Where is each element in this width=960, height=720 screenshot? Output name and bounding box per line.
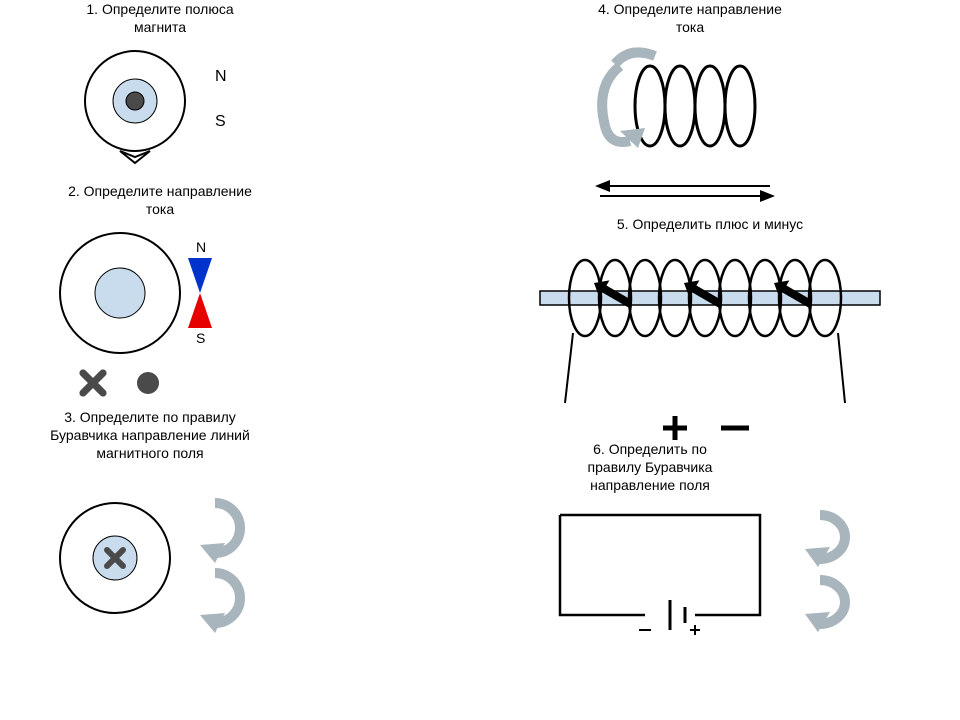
q1-N-label: N bbox=[215, 68, 227, 85]
q2-title-line2: тока bbox=[20, 200, 300, 218]
q6-arrow-1 bbox=[805, 515, 845, 567]
q3-title-line1: 3. Определите по правилу bbox=[0, 408, 300, 426]
q2-dot-symbol bbox=[137, 372, 159, 394]
q1-S-label: S bbox=[215, 113, 226, 130]
q3-diagram bbox=[0, 463, 300, 643]
q2-diagram: N S bbox=[20, 218, 300, 408]
q3-arrow-1 bbox=[200, 503, 240, 563]
q4-diagram bbox=[510, 36, 870, 216]
q1-title-line1: 1. Определите полюса bbox=[20, 0, 300, 18]
q1-title-line2: магнита bbox=[20, 18, 300, 36]
q6-diagram bbox=[520, 495, 920, 675]
q5-panel: 5. Определить плюс и минус bbox=[510, 215, 910, 453]
q3-panel: 3. Определите по правилу Буравчика напра… bbox=[0, 408, 300, 643]
q2-N-label: N bbox=[196, 239, 206, 255]
q3-title: 3. Определите по правилу Буравчика напра… bbox=[0, 408, 300, 463]
q6-title: 6. Определить по правилу Буравчика напра… bbox=[520, 440, 780, 495]
q5-title-line1: 5. Определить плюс и минус bbox=[510, 215, 910, 233]
q6-title-line3: направление поля bbox=[520, 476, 780, 494]
q6-panel: 6. Определить по правилу Буравчика напра… bbox=[520, 440, 920, 675]
q5-title: 5. Определить плюс и минус bbox=[510, 215, 910, 233]
q4-title-line2: тока bbox=[510, 18, 870, 36]
q4-title: 4. Определите направление тока bbox=[510, 0, 870, 36]
q6-title-line1: 6. Определить по bbox=[520, 440, 780, 458]
q6-arrow-2 bbox=[805, 580, 845, 632]
q4-title-line1: 4. Определите направление bbox=[510, 0, 870, 18]
q2-title-line1: 2. Определите направление bbox=[20, 182, 300, 200]
q4-panel: 4. Определите направление тока bbox=[510, 0, 870, 216]
q5-diagram bbox=[510, 233, 910, 453]
q2-panel: 2. Определите направление тока N S bbox=[20, 182, 300, 408]
q3-title-line2: Буравчика направление линий bbox=[0, 426, 300, 444]
q2-needle-S bbox=[188, 293, 212, 328]
q2-needle-N bbox=[188, 258, 212, 293]
q2-title: 2. Определите направление тока bbox=[20, 182, 300, 218]
q1-panel: 1. Определите полюса магнита N S bbox=[20, 0, 300, 176]
q2-x-symbol bbox=[83, 373, 103, 393]
q2-S-label: S bbox=[196, 330, 205, 346]
q3-arrow-2 bbox=[200, 573, 240, 633]
q3-title-line3: магнитного поля bbox=[0, 444, 300, 462]
q5-plus-icon bbox=[663, 416, 687, 440]
q1-diagram: N S bbox=[20, 36, 300, 176]
q1-title: 1. Определите полюса магнита bbox=[20, 0, 300, 36]
q6-title-line2: правилу Буравчика bbox=[520, 458, 780, 476]
